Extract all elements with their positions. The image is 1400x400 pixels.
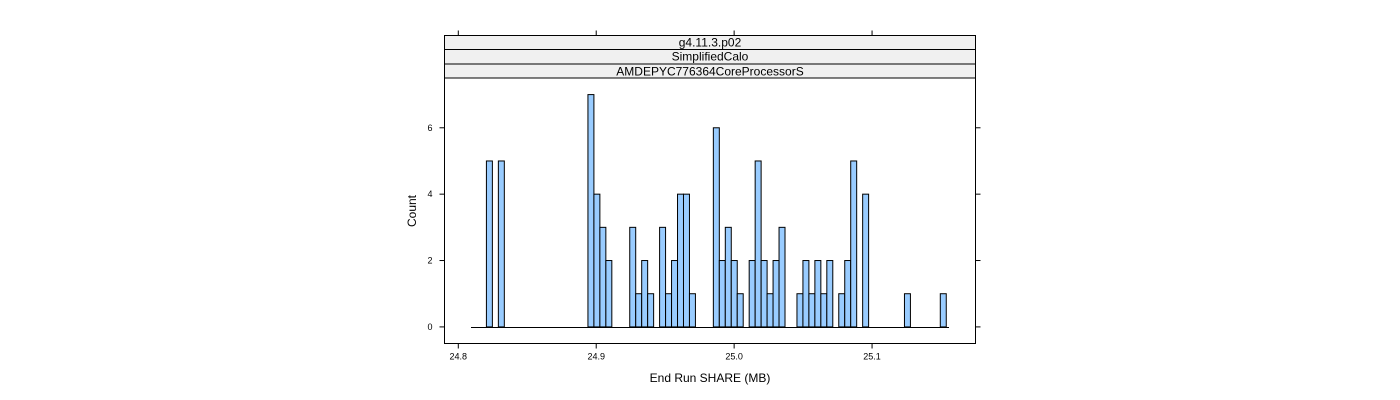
strip-label-version: g4.11.3.p02 (679, 36, 742, 50)
histogram-bar (772, 260, 780, 328)
histogram-bar (820, 293, 828, 328)
histogram-bar (748, 260, 756, 328)
histogram-bar (724, 226, 732, 328)
histogram-bar (641, 260, 649, 328)
y-tick-label: 4 (427, 189, 432, 199)
histogram-bar (671, 260, 679, 328)
histogram-bar (497, 160, 505, 328)
x-axis-label: End Run SHARE (MB) (650, 371, 771, 385)
x-tick-label: 25.0 (725, 352, 743, 362)
y-tick-label: 6 (427, 123, 432, 133)
histogram-bar (826, 260, 834, 328)
histogram-bar (635, 293, 643, 328)
x-tick-label: 25.1 (863, 352, 881, 362)
y-axis-label: Count (405, 194, 419, 227)
histogram-bar (850, 160, 858, 328)
y-axis: 0 2 4 6 (427, 123, 981, 332)
histogram-bar (939, 293, 947, 328)
histogram-bar (485, 160, 493, 328)
histogram-bar (808, 293, 816, 328)
histogram-bar (838, 293, 846, 328)
histogram-bar (677, 193, 684, 328)
histogram-bar (754, 160, 762, 328)
histogram-bar (712, 127, 720, 328)
bars (485, 94, 947, 328)
y-tick-label: 0 (427, 322, 432, 332)
histogram-bar (682, 193, 690, 328)
strip-label-platform: AMDEPYC776364CoreProcessorS (616, 65, 803, 79)
histogram-bar (814, 260, 822, 328)
histogram-bar (593, 193, 601, 328)
x-axis: 24.8 24.9 25.0 25.1 (450, 30, 881, 362)
x-tick-label: 24.9 (587, 352, 605, 362)
histogram-bar (862, 193, 870, 328)
histogram-bar (802, 260, 810, 328)
histogram-bar (903, 293, 911, 328)
x-tick-label: 24.8 (450, 352, 468, 362)
histogram-bar (760, 260, 768, 328)
histogram-bar (730, 260, 738, 328)
strip-labels: g4.11.3.p02 SimplifiedCalo AMDEPYC776364… (444, 35, 976, 79)
histogram-bar (796, 293, 804, 328)
histogram-bar (718, 260, 726, 328)
histogram-bar (647, 293, 655, 328)
histogram-bar (605, 260, 613, 328)
y-tick-label: 2 (427, 256, 432, 266)
plot-panel (444, 77, 976, 344)
histogram-bar (599, 226, 607, 328)
strip-label-test: SimplifiedCalo (672, 50, 749, 64)
histogram-bar (659, 226, 667, 328)
histogram-bar (587, 94, 595, 328)
histogram-bar (665, 293, 673, 328)
histogram-bar (688, 293, 696, 328)
histogram-bar (736, 293, 744, 328)
histogram-bar (629, 226, 637, 328)
histogram-bar (766, 293, 774, 328)
histogram-bar (778, 226, 786, 328)
histogram-bar (844, 260, 852, 328)
